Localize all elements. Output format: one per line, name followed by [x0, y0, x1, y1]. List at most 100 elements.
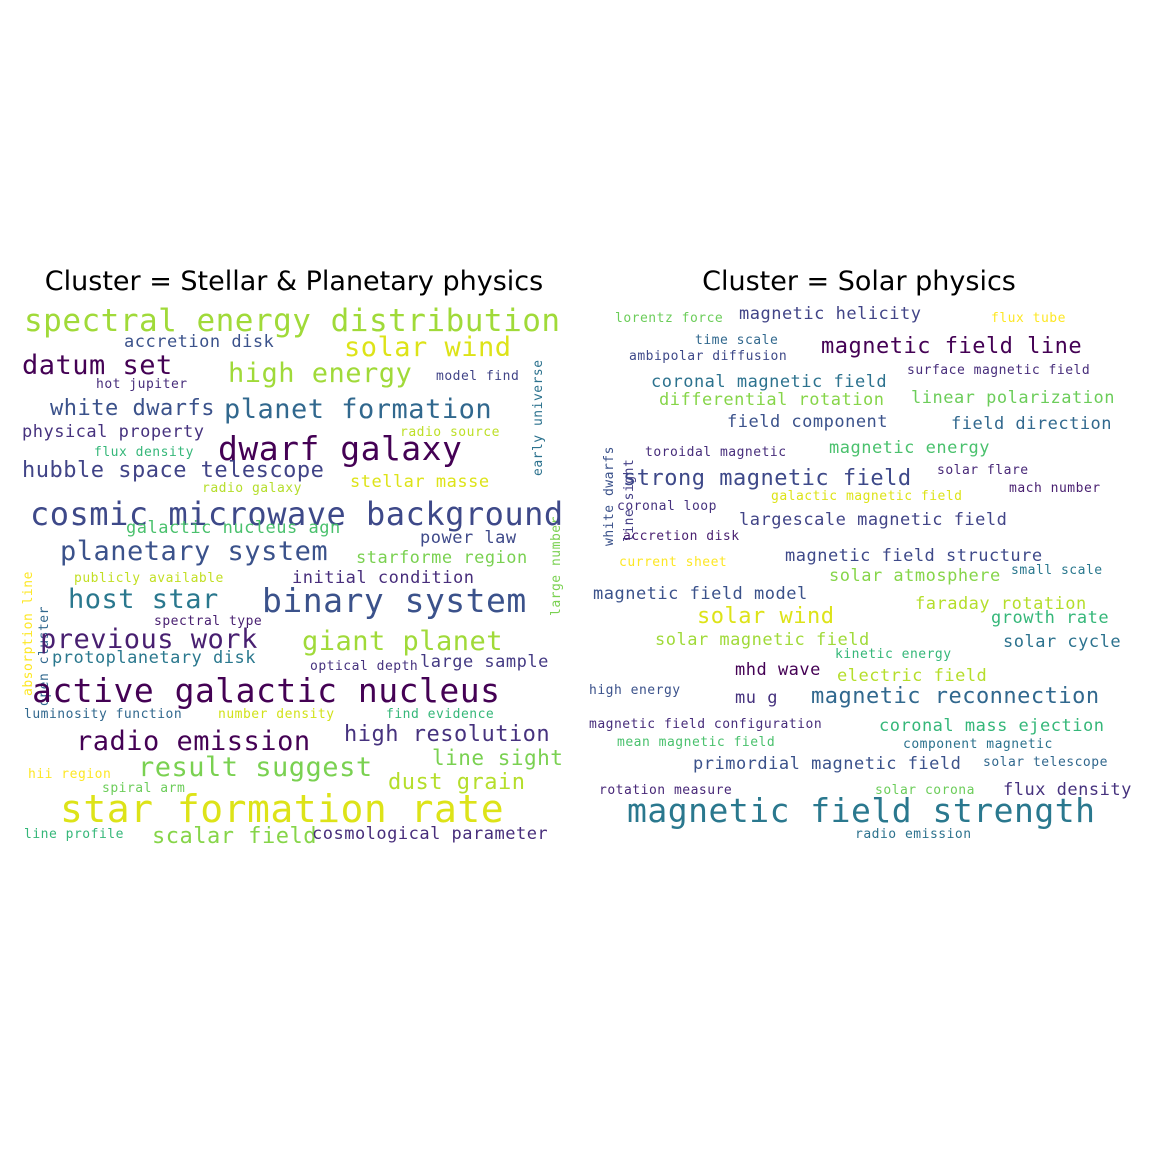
word-strong-magnetic-field: strong magnetic field — [623, 466, 912, 491]
word-solar-cycle: solar cycle — [1003, 632, 1122, 652]
word-hii-region: hii region — [28, 767, 112, 782]
word-datum-set: datum set — [22, 350, 173, 381]
word-ambipolar-diffusion: ambipolar diffusion — [629, 349, 788, 364]
word-planetary-system: planetary system — [60, 536, 329, 567]
word-solar-telescope: solar telescope — [983, 755, 1108, 770]
word-galactic-nucleus-agn: galactic nucleus agn — [126, 518, 341, 538]
word-magnetic-helicity: magnetic helicity — [739, 304, 922, 324]
word-early-universe: early universe — [531, 359, 546, 476]
word-primordial-magnetic-field: primordial magnetic field — [693, 754, 962, 774]
word-star-formation-rate: star formation rate — [60, 787, 505, 831]
word-accretion-disk: accretion disk — [623, 529, 740, 544]
word-high-energy: high energy — [228, 358, 413, 389]
word-time-scale: time scale — [695, 333, 779, 348]
word-magnetic-energy: magnetic energy — [829, 438, 991, 458]
wordcloud: spectral energy distribution accretion di… — [20, 306, 568, 854]
word-host-star: host star — [68, 584, 219, 615]
word-previous-work: previous work — [40, 624, 258, 655]
word-spectral-type: spectral type — [154, 614, 263, 629]
word-solar-wind: solar wind — [344, 332, 512, 363]
word-scalar-field: scalar field — [152, 824, 317, 849]
chart-title: Cluster = Stellar & Planetary physics — [44, 266, 544, 297]
word-white-dwarfs: white dwarfs — [50, 396, 215, 421]
wordcloud: lorentz force magnetic helicity flux tube w… — [585, 306, 1133, 854]
word-magnetic-field-model: magnetic field model — [593, 584, 808, 604]
word-dwarf-galaxy: dwarf galaxy — [218, 429, 463, 468]
word-cosmic-microwave-background: cosmic microwave background — [30, 495, 564, 533]
word-radio-emission: radio emission — [855, 827, 972, 842]
word-solar-corona: solar corona — [875, 783, 975, 798]
word-cosmological-parameter: cosmological parameter — [312, 824, 549, 844]
word-electric-field: electric field — [837, 666, 988, 686]
word-rotation-measure: rotation measure — [599, 783, 733, 798]
word-faraday-rotation: faraday rotation — [915, 594, 1087, 614]
word-mach-number: mach number — [1009, 481, 1101, 496]
word-lorentz-force: lorentz force — [615, 311, 724, 326]
word-solar-magnetic-field: solar magnetic field — [655, 630, 870, 650]
word-mean-magnetic-field: mean magnetic field — [617, 735, 776, 750]
word-giant-planet: giant planet — [302, 626, 504, 657]
word-protoplanetary-disk: protoplanetary disk — [52, 648, 256, 668]
word-spiral-arm: spiral arm — [102, 781, 186, 796]
word-radio-source: radio source — [400, 425, 500, 440]
word-initial-condition: initial condition — [292, 568, 475, 588]
word-hubble-space-telescope: hubble space telescope — [22, 458, 325, 483]
word-binary-system: binary system — [262, 581, 527, 620]
word-solar-atmosphere: solar atmosphere — [829, 566, 1001, 586]
word-starforme-region: starforme region — [356, 548, 528, 568]
word-magnetic-field-configuration: magnetic field configuration — [589, 717, 823, 732]
word-magnetic-field-strength: magnetic field strength — [627, 791, 1096, 830]
word-high-energy: high energy — [589, 683, 681, 698]
word-toroidal-magnetic: toroidal magnetic — [645, 445, 787, 460]
word-number-density: number density — [218, 707, 335, 722]
word-magnetic-field-line: magnetic field line — [821, 334, 1083, 359]
word-current-sheet: current sheet — [619, 555, 728, 570]
word-large-sample: large sample — [420, 652, 549, 672]
word-accretion-disk: accretion disk — [124, 332, 275, 352]
word-physical-property: physical property — [22, 422, 205, 442]
word-stellar-masse: stellar masse — [350, 472, 490, 492]
word-galactic-magnetic-field: galactic magnetic field — [771, 489, 963, 504]
chart-title: Cluster = Solar physics — [702, 266, 1016, 297]
word-coronal-magnetic-field: coronal magnetic field — [651, 372, 888, 392]
word-solar-wind: solar wind — [697, 604, 835, 629]
word-growth-rate: growth rate — [991, 608, 1110, 628]
word-kinetic-energy: kinetic energy — [835, 647, 952, 662]
word-differential-rotation: differential rotation — [659, 390, 885, 410]
word-planet-formation: planet formation — [224, 394, 493, 425]
word-mu-g: mu g — [735, 688, 778, 708]
word-coronal-loop: coronal loop — [617, 499, 717, 514]
word-power-law: power law — [420, 528, 517, 548]
word-surface-magnetic-field: surface magnetic field — [907, 363, 1091, 378]
word-flux-tube: flux tube — [991, 311, 1066, 326]
word-model-find: model find — [436, 369, 520, 384]
word-find-evidence: find evidence — [386, 707, 495, 722]
word-small-scale: small scale — [1011, 563, 1103, 578]
word-hot-jupiter: hot jupiter — [96, 377, 188, 392]
word-spectral-energy-distribution: spectral energy distribution — [24, 303, 561, 339]
word-flux-density: flux density — [1003, 780, 1132, 800]
word-largescale-magnetic-field: largescale magnetic field — [739, 510, 1008, 530]
word-coronal-mass-ejection: coronal mass ejection — [879, 716, 1105, 736]
word-result-suggest: result suggest — [138, 752, 373, 783]
word-component-magnetic: component magnetic — [903, 737, 1053, 752]
word-white-dwarfs: white dwarfs — [602, 446, 617, 546]
word-line-sight: line sight — [432, 746, 564, 770]
word-field-component: field component — [727, 412, 889, 432]
word-magnetic-field-structure: magnetic field structure — [785, 546, 1043, 566]
word-radio-galaxy: radio galaxy — [202, 481, 302, 496]
word-mhd-wave: mhd wave — [735, 660, 821, 680]
word-field-direction: field direction — [951, 414, 1113, 434]
word-line-profile: line profile — [24, 827, 124, 842]
word-high-resolution: high resolution — [344, 722, 551, 747]
word-linear-polarization: linear polarization — [911, 388, 1115, 408]
word-flux-density: flux density — [94, 445, 194, 460]
word-active-galactic-nucleus: active galactic nucleus — [32, 671, 501, 710]
word-radio-emission: radio emission — [76, 726, 311, 757]
word-solar-flare: solar flare — [937, 463, 1029, 478]
word-publicly-available: publicly available — [74, 571, 224, 586]
word-dust-grain: dust grain — [388, 770, 526, 795]
word-optical-depth: optical depth — [310, 659, 419, 674]
word-magnetic-reconnection: magnetic reconnection — [811, 684, 1100, 709]
word-luminosity-function: luminosity function — [24, 707, 183, 722]
